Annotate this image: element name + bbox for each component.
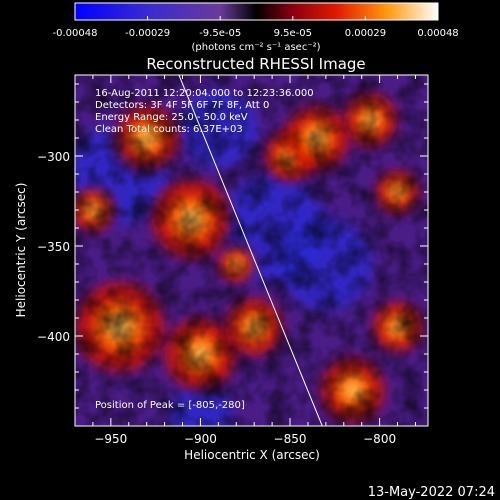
footer-timestamp: 13-May-2022 07:24 — [368, 485, 495, 500]
colorbar-tick-label: -9.5e-05 — [199, 28, 241, 39]
x-tick-label: −900 — [184, 432, 217, 446]
y-tick-label: −400 — [37, 330, 70, 344]
colorbar-tick-label: 0.00029 — [345, 28, 386, 39]
y-tick-label: −350 — [37, 240, 70, 254]
x-tick-label: −950 — [94, 432, 127, 446]
colorbar-tick-labels: -0.00048 -0.00029 -9.5e-05 9.5e-05 0.00029 0.… — [53, 28, 459, 39]
clean-noise-texture — [75, 75, 428, 426]
plot-frame — [74, 74, 429, 427]
colorbar — [74, 2, 439, 21]
colorbar-tick-label: 0.00048 — [417, 28, 458, 39]
colorbar-ticks — [74, 16, 439, 20]
y-tick-label: −300 — [37, 150, 70, 164]
x-tick-label: −800 — [363, 432, 396, 446]
colorbar-tick-label: 9.5e-05 — [274, 28, 312, 39]
x-tick-label: −850 — [274, 432, 307, 446]
annotation-line: Clean Total counts: 6.37E+03 — [95, 124, 243, 135]
annotation-block: 16-Aug-2011 12:20:04.000 to 12:23:36.000… — [95, 88, 314, 135]
chart-title: Reconstructed RHESSI Image — [146, 55, 365, 73]
y-axis-label: Heliocentric Y (arcsec) — [14, 183, 28, 318]
x-axis-ticks: −950 −900 −850 −800 — [74, 75, 416, 446]
heatmap-image — [75, 75, 428, 426]
annotation-line: Detectors: 3F 4F 5F 6F 7F 8F, Att 0 — [95, 100, 269, 111]
colorbar-unit-label: (photons cm⁻² s⁻¹ asec⁻²) — [191, 42, 320, 53]
colorbar-tick-label: -0.00029 — [125, 28, 170, 39]
colorbar-tick-label: -0.00048 — [53, 28, 98, 39]
annotation-line: 16-Aug-2011 12:20:04.000 to 12:23:36.000 — [95, 88, 314, 99]
x-axis-label: Heliocentric X (arcsec) — [184, 448, 320, 462]
peak-position-label: Position of Peak = [-805,-280] — [95, 400, 245, 411]
annotation-line: Energy Range: 25.0 - 50.0 keV — [95, 112, 248, 123]
y-axis-ticks: −300 −350 −400 — [37, 83, 428, 427]
solar-limb-line — [178, 75, 323, 426]
